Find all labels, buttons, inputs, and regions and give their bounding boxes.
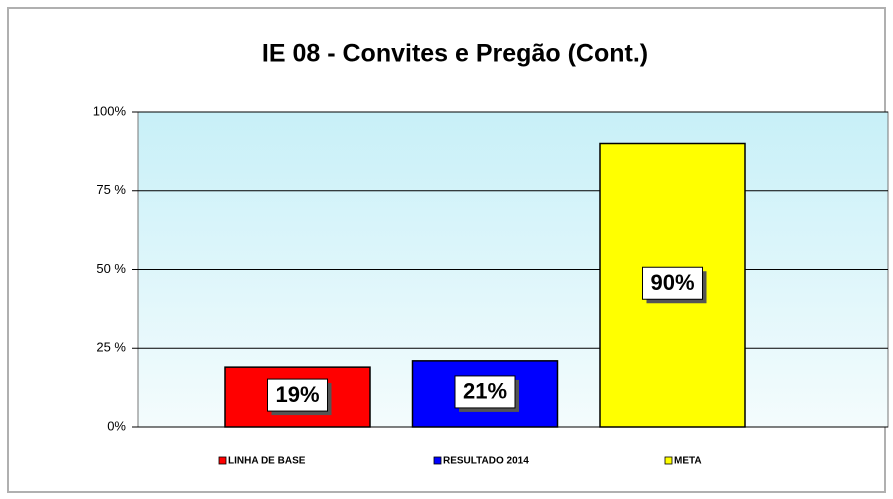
data-label: 19% [275,382,319,407]
y-tick-label: 100% [93,103,127,118]
chart-title: IE 08 - Convites e Pregão (Cont.) [262,40,648,68]
legend-swatch [218,456,227,465]
legend-label: META [674,456,702,467]
data-label: 21% [463,379,507,404]
label-box [642,266,703,300]
bar [411,360,559,428]
y-tick-label: 75 % [96,182,126,197]
legend-swatch [433,456,442,465]
label-box [454,375,516,409]
y-tick-label: 25 % [96,340,126,355]
data-label: 90% [650,270,694,295]
y-tick-label: 0% [107,418,126,433]
legend-swatch [664,456,673,465]
legend-label: LINHA DE BASE [228,456,306,467]
label-box [267,378,328,412]
y-tick-label: 50 % [96,261,126,276]
legend-label: RESULTADO 2014 [443,456,529,467]
